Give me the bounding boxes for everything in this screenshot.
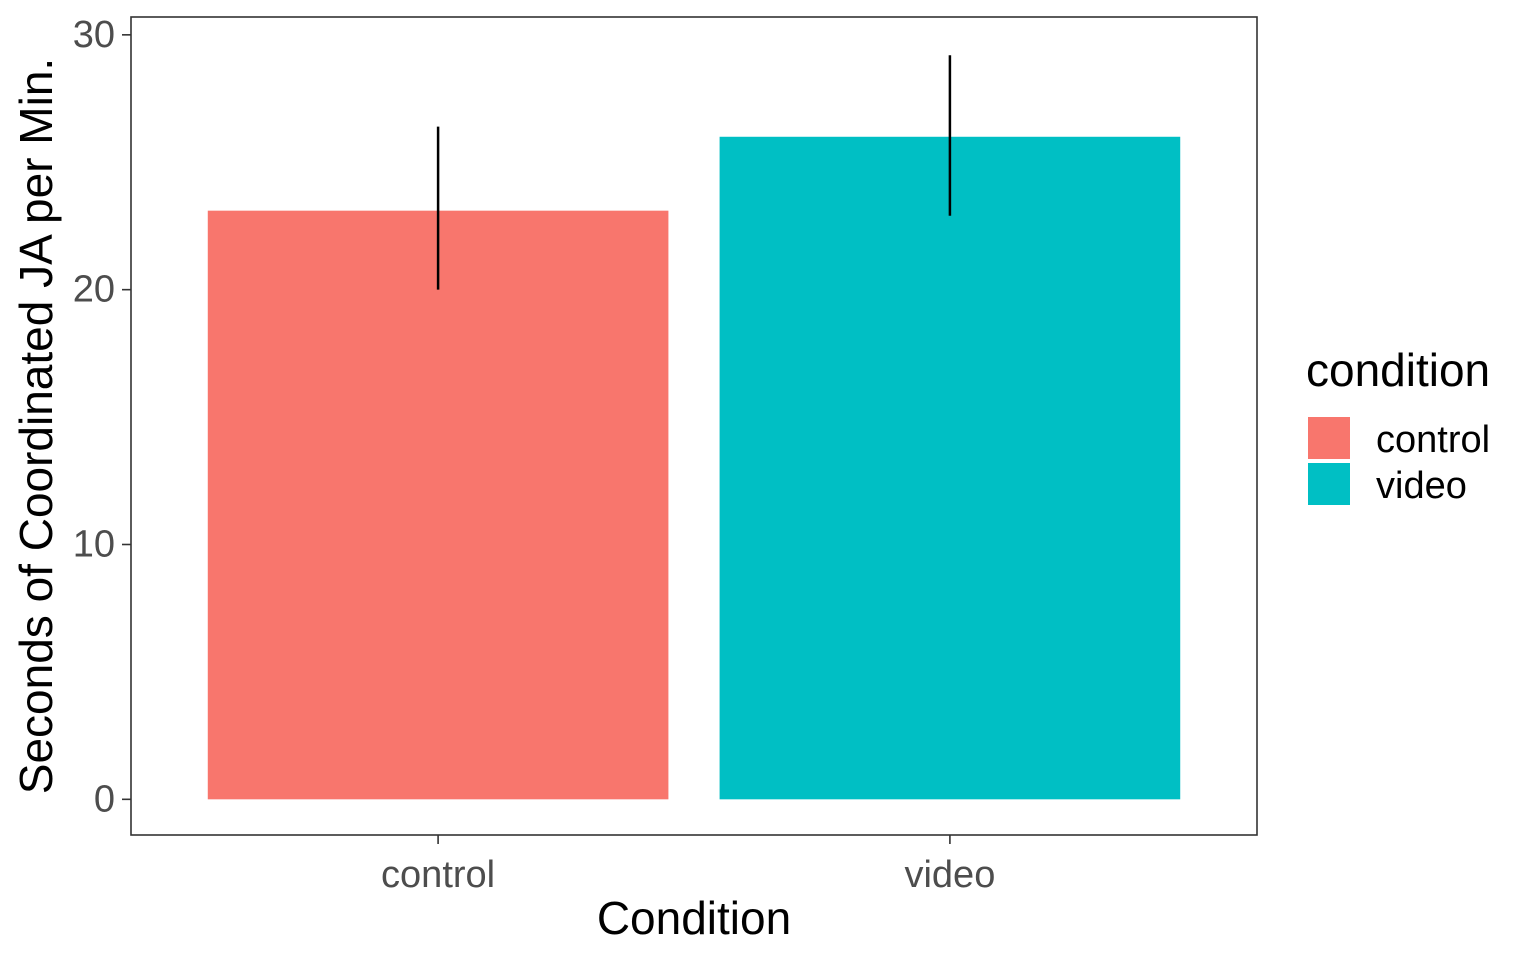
error-bars: [436, 55, 952, 290]
y-tick-label-30: 30: [73, 14, 115, 56]
bars: [207, 136, 1181, 800]
bar-control: [207, 210, 669, 800]
bar-video: [719, 136, 1181, 800]
y-tick-label-20: 20: [73, 269, 115, 311]
legend-label-video: video: [1376, 465, 1467, 507]
legend-key-control: [1308, 417, 1350, 459]
x-tick-label-control: control: [381, 854, 495, 896]
x-axis: control video: [381, 835, 995, 896]
y-axis-title: Seconds of Coordinated JA per Min.: [10, 58, 62, 794]
y-tick-label-0: 0: [94, 778, 115, 820]
y-axis: 0 10 20 30: [73, 14, 131, 820]
legend-title: condition: [1306, 344, 1490, 396]
legend-label-control: control: [1376, 419, 1490, 461]
legend-key-video: [1308, 463, 1350, 505]
legend: condition control video: [1306, 344, 1490, 507]
x-tick-label-video: video: [904, 854, 995, 896]
y-tick-label-10: 10: [73, 523, 115, 565]
x-axis-title: Condition: [597, 892, 791, 944]
